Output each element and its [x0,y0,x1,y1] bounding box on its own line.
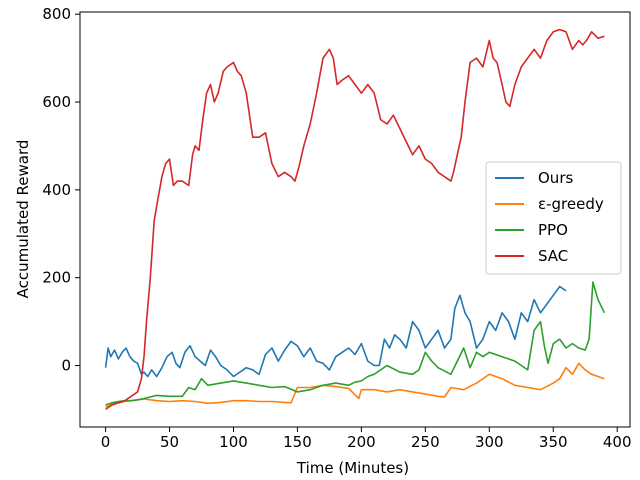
x-tick-label: 300 [475,433,504,451]
legend-label: PPO [538,221,568,239]
y-tick-label: 0 [61,357,71,375]
x-tick-label: 250 [411,433,440,451]
y-tick-label: 200 [42,269,71,287]
y-tick-label: 600 [42,93,71,111]
series-line-sac [105,28,605,411]
series-line-greedy [105,362,605,408]
series-line-ppo [105,281,606,406]
x-tick-label: 50 [160,433,179,451]
y-tick-label: 800 [42,5,71,23]
x-axis-label: Time (Minutes) [296,459,409,477]
x-tick-label: 0 [101,433,111,451]
y-tick-label: 400 [42,181,71,199]
series-line-ours [104,285,567,378]
y-axis-ticks: 0 200 400 600 800 [42,5,80,375]
x-tick-label: 100 [219,433,248,451]
x-axis-ticks: 0 50 100 150 200 250 300 350 400 [101,427,632,451]
x-tick-label: 200 [347,433,376,451]
x-tick-label: 150 [283,433,312,451]
legend-label: SAC [538,247,568,265]
legend-box [485,161,622,275]
plot-frame [79,11,631,428]
legend: Ours ε-greedy PPO SAC [485,161,622,275]
x-tick-label: 400 [603,433,632,451]
x-tick-label: 350 [539,433,568,451]
y-axis-label: Accumulated Reward [14,140,32,299]
legend-label: ε-greedy [538,195,604,213]
legend-label: Ours [538,169,573,187]
series-layer [104,28,606,411]
